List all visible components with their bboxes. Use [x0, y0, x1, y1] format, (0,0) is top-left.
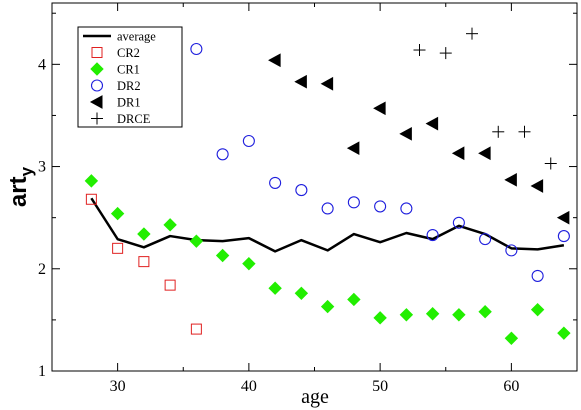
data-point-dr2: [242, 134, 255, 148]
legend-label-cr1: CR1: [117, 63, 140, 77]
axis-ticks: 30 40 50 60 1 2 3 4: [38, 3, 578, 395]
data-point-dr1: [320, 76, 334, 91]
series-cr2: [85, 193, 202, 335]
data-point-cr1: [189, 234, 204, 248]
data-point-drce: [413, 44, 426, 57]
legend-swatch-cr1: [90, 62, 104, 76]
legend-box: [77, 26, 183, 128]
data-point-cr2: [112, 242, 124, 254]
data-point-dr2: [452, 216, 465, 229]
x-tick-label: 50: [372, 378, 388, 395]
data-point-cr1: [347, 292, 361, 307]
data-point-dr1: [373, 101, 386, 116]
data-point-dr1: [425, 116, 439, 131]
legend-swatch-cr2: [91, 47, 103, 58]
y-tick-label: 4: [38, 56, 46, 73]
y-axis-title-subscript: y: [17, 166, 36, 176]
data-point-cr2: [85, 193, 97, 205]
y-axis-title: arty: [5, 166, 36, 207]
data-point-cr1: [425, 307, 440, 321]
data-point-drce: [518, 125, 531, 138]
data-point-dr2: [216, 148, 229, 161]
data-point-cr1: [399, 308, 414, 322]
data-point-dr2: [400, 202, 413, 215]
data-point-cr1: [320, 299, 335, 314]
data-point-dr2: [557, 230, 570, 243]
data-point-dr2: [190, 42, 203, 56]
data-point-dr1: [451, 146, 465, 161]
data-point-dr2: [269, 176, 282, 189]
data-point-cr1: [530, 302, 545, 317]
data-point-dr2: [531, 269, 544, 282]
series-dr1: [268, 53, 570, 225]
data-point-dr1: [399, 127, 412, 141]
data-point-drce: [544, 157, 557, 170]
data-point-dr1: [478, 146, 491, 161]
y-axis-title-main: art: [5, 176, 32, 207]
legend-swatch-dr1: [89, 95, 103, 109]
legend-label-dr2: DR2: [117, 79, 141, 93]
x-tick-label: 40: [241, 378, 257, 395]
data-point-dr1: [346, 141, 360, 155]
x-tick-label: 30: [110, 378, 126, 395]
data-point-dr2: [295, 184, 308, 197]
legend-swatch-dr2: [90, 79, 104, 92]
data-point-dr2: [426, 228, 439, 242]
data-point-drce: [492, 125, 505, 138]
series-dr2: [190, 42, 570, 282]
series-drce: [413, 27, 557, 170]
data-point-cr1: [557, 326, 571, 340]
markers-layer: [84, 27, 571, 345]
data-point-drce: [439, 47, 452, 60]
series-cr1: [84, 174, 571, 345]
data-point-dr1: [556, 210, 570, 225]
data-point-cr1: [478, 305, 492, 319]
y-tick-label: 2: [38, 261, 46, 278]
data-point-cr1: [504, 331, 519, 345]
data-point-cr1: [163, 218, 177, 232]
data-point-cr2: [164, 279, 176, 291]
data-point-dr1: [530, 179, 544, 193]
data-point-cr1: [215, 248, 230, 263]
data-point-drce: [466, 27, 478, 40]
data-point-cr2: [138, 256, 150, 268]
x-axis-title: age: [301, 386, 329, 408]
data-point-dr2: [321, 202, 334, 215]
data-point-dr1: [504, 173, 517, 187]
y-tick-label: 1: [38, 363, 46, 380]
legend-label-cr2: CR2: [117, 46, 140, 60]
data-point-cr1: [268, 281, 282, 295]
legend: average CR2 CR1 DR2 DR1 DRCE: [77, 26, 183, 128]
data-point-cr1: [242, 256, 256, 271]
data-point-dr2: [374, 200, 387, 213]
data-point-cr1: [452, 308, 466, 322]
data-point-dr2: [505, 244, 518, 257]
data-point-dr2: [479, 233, 492, 246]
data-point-cr1: [84, 174, 99, 188]
data-point-cr1: [373, 311, 387, 325]
legend-label-average: average: [117, 30, 156, 44]
data-point-cr1: [137, 227, 151, 241]
data-point-dr1: [268, 53, 281, 68]
legend-swatch-drce: [91, 112, 103, 125]
data-point-dr1: [294, 74, 307, 89]
y-tick-label: 3: [38, 159, 46, 176]
data-point-cr2: [190, 323, 202, 335]
data-point-cr1: [110, 206, 125, 221]
x-tick-label: 60: [503, 378, 519, 395]
legend-label-dr1: DR1: [117, 96, 141, 110]
legend-label-drce: DRCE: [117, 112, 151, 126]
data-point-cr1: [294, 286, 309, 301]
data-point-dr2: [347, 196, 360, 209]
